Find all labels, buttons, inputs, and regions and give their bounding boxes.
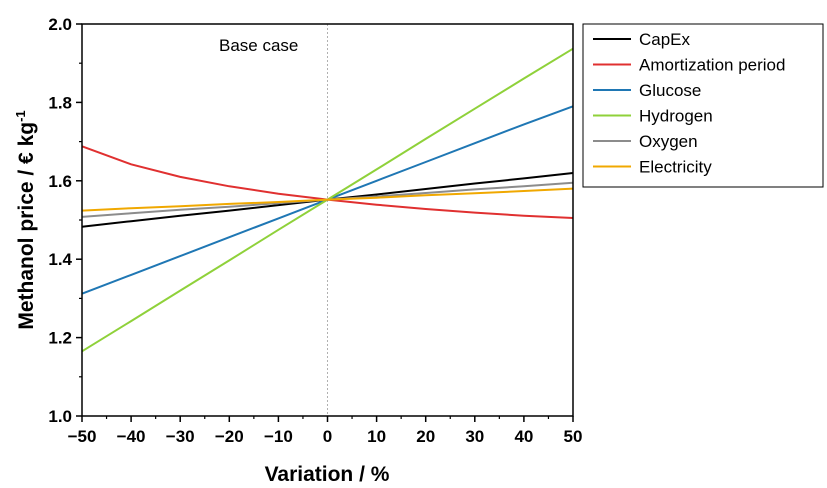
legend: CapEx Amortization period Glucose Hydrogen O… [582,23,824,188]
legend-label: Oxygen [639,132,698,151]
x-tick-label: −20 [215,427,244,446]
axes-layer: −50 −40 −30 −20 −10 0 10 20 30 40 50 1.0 1.2 1.4 1.6 1.… [48,15,582,446]
x-tick-label: 0 [323,427,332,446]
legend-label: Hydrogen [639,107,713,126]
legend-label: Glucose [639,81,701,100]
x-tick-label: 30 [465,427,484,446]
x-tick-label: −10 [264,427,293,446]
series-line-electricity [81,187,574,212]
x-tick-label: −50 [68,427,97,446]
y-tick-label: 1.8 [48,93,72,112]
y-axis-title-sup: -1 [13,110,28,122]
x-tick-label: 20 [416,427,435,446]
y-tick-label: 1.4 [48,250,72,269]
x-tick-label: −40 [117,427,146,446]
y-tick-label: 1.6 [48,172,72,191]
legend-label: Amortization period [639,56,785,75]
x-tick-label: 10 [367,427,386,446]
x-tick-label: 50 [564,427,583,446]
y-tick-label: 1.2 [48,329,72,348]
legend-label: Electricity [639,158,712,177]
y-axis-title-main: Methanol price / € kg [15,122,38,330]
y-tick-label: 2.0 [48,15,72,34]
x-tick-label: −30 [166,427,195,446]
base-case-annotation: Base case [219,36,298,55]
y-axis-title: Methanol price / € kg-1 [13,110,38,329]
series-layer [81,47,574,353]
x-tick-label: 40 [514,427,533,446]
legend-label: CapEx [639,30,691,49]
y-tick-label: 1.0 [48,407,72,426]
legend-box [582,23,824,188]
x-axis-title: Variation / % [265,463,390,486]
